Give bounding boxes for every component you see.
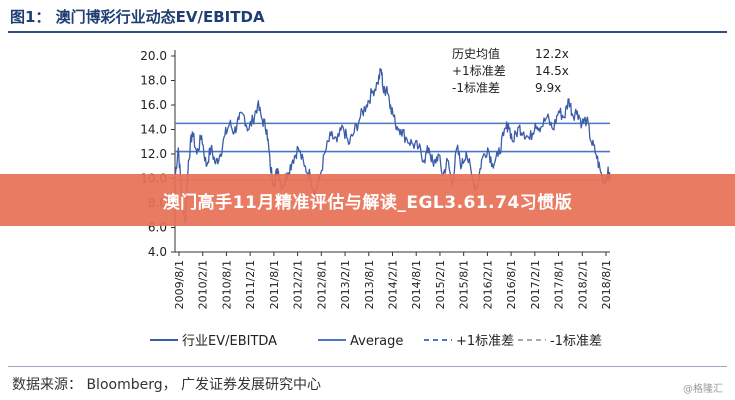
stat-label: +1标准差 [452,64,506,78]
y-tick-label: 12.0 [140,147,167,161]
legend-label: Average [350,334,403,349]
x-tick-label: 2009/8/1 [173,260,186,309]
stat-label: 历史均值 [452,46,500,61]
x-tick-label: 2011/2/1 [244,260,257,309]
legend-label: +1标准差 [456,334,514,349]
x-tick-label: 2012/8/1 [315,260,328,309]
legend-label: 行业EV/EBITDA [182,334,277,349]
y-tick-label: 4.0 [148,245,167,259]
x-tick-label: 2015/8/1 [458,260,471,309]
x-tick-label: 2017/8/1 [553,260,566,309]
x-tick-label: 2013/8/1 [363,260,376,309]
x-tick-label: 2014/2/1 [387,260,400,309]
data-source: 数据来源： Bloomberg， 广发证券发展研究中心 [12,374,321,394]
x-tick-label: 2014/8/1 [410,260,423,309]
x-tick-label: 2018/2/1 [576,260,589,309]
x-tick-label: 2016/2/1 [481,260,494,309]
y-tick-label: 14.0 [140,123,167,137]
overlay-banner[interactable]: 澳门高手11月精准评估与解读_EGL3.61.74习惯版 [0,174,735,226]
x-tick-label: 2010/2/1 [197,260,210,309]
stat-label: -1标准差 [452,81,500,95]
x-tick-label: 2013/2/1 [339,260,352,309]
stat-value: 14.5x [535,64,569,78]
x-tick-label: 2017/2/1 [529,260,542,309]
stat-value: 12.2x [535,47,569,61]
y-tick-label: 16.0 [140,98,167,112]
stat-value: 9.9x [535,81,561,95]
x-tick-label: 2012/2/1 [292,260,305,309]
banner-text: 澳门高手11月精准评估与解读_EGL3.61.74习惯版 [163,188,573,213]
x-tick-label: 2011/8/1 [268,260,281,309]
x-tick-label: 2015/2/1 [434,260,447,309]
x-tick-label: 2010/8/1 [220,260,233,309]
y-tick-label: 18.0 [140,74,167,88]
x-tick-label: 2016/8/1 [505,260,518,309]
watermark: @格隆汇 [683,380,723,395]
y-tick-label: 20.0 [140,49,167,63]
legend-label: -1标准差 [550,334,602,349]
x-tick-label: 2018/8/1 [600,260,613,309]
source-divider [8,366,727,367]
